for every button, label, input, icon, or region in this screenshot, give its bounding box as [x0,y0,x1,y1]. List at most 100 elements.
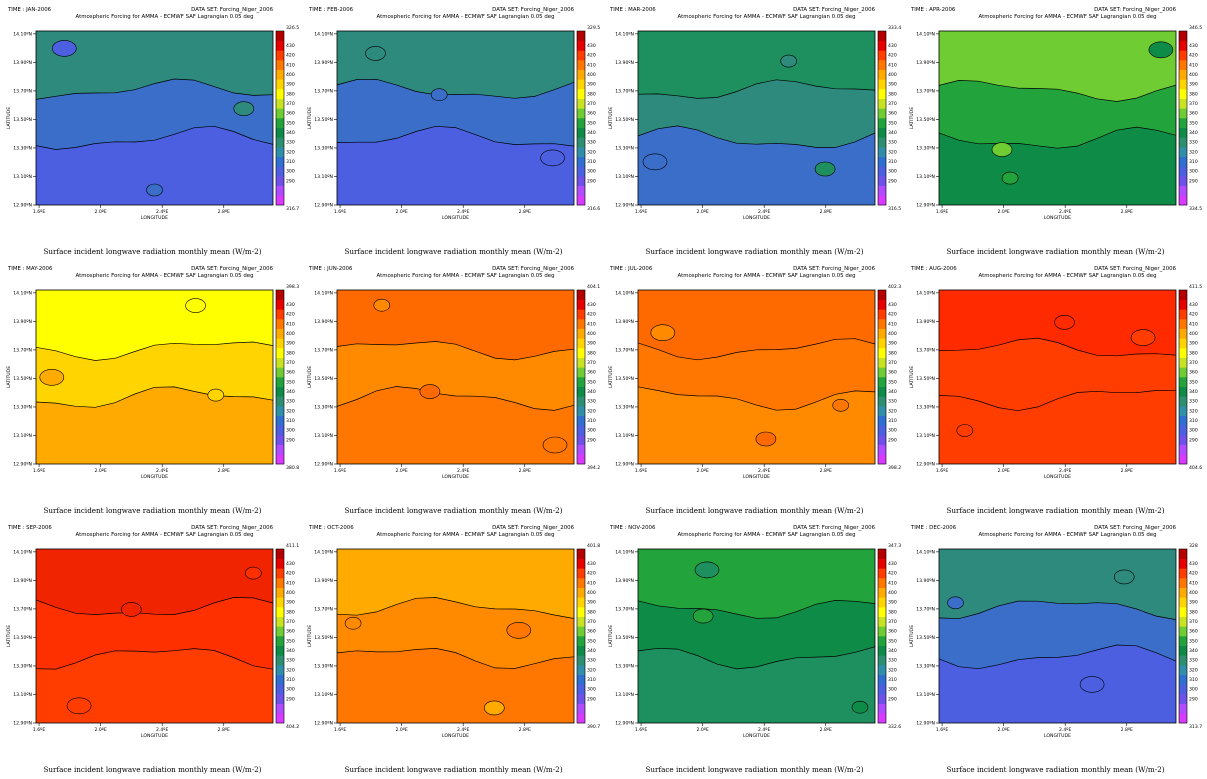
colorbar-label: 420 [587,312,596,318]
colorbar-label: 420 [888,53,897,59]
plot-frame [35,289,274,465]
y-tick-label: 12.90ºN [916,462,935,468]
colorbar-segment [878,98,886,109]
dataset-label: DATA SET: Forcing_Niger_2006 [1094,266,1176,272]
colorbar-segment [1179,319,1187,329]
colorbar-label: 400 [888,590,897,596]
y-tick-label: 14.10ºN [615,31,634,37]
colorbar-label: 380 [888,350,897,356]
colorbar-label: 340 [888,130,897,136]
colorbar-segment [577,50,585,61]
colorbar-segment [1179,694,1187,704]
colorbar-segment [276,597,284,608]
colorbar-label: 370 [888,101,897,107]
colorbar-label: 420 [286,571,295,577]
colorbar-label: 310 [587,159,596,165]
colorbar-segment [276,549,284,559]
colorbar-segment [1179,444,1187,455]
colorbar-segment [276,195,284,206]
colorbar-segment [878,60,886,70]
chart-svg: TIME : DEC-2006 DATA SET: Forcing_Niger_2… [909,525,1202,739]
chart-svg: TIME : JUN-2006 DATA SET: Forcing_Niger_2… [307,266,600,480]
x-axis-label: LONGITUDE [1044,733,1071,739]
panel-max-value: 411.1 [286,543,299,549]
colorbar-label: 320 [587,149,596,155]
panel-caption: Surface incident longwave radiation mont… [43,247,262,256]
colorbar-label: 430 [587,302,596,308]
colorbar-label: 410 [286,321,295,327]
y-tick-label: 12.90ºN [13,203,32,209]
contour-line [939,644,1176,670]
x-tick-label: 2.8ºE [1121,209,1133,215]
contour-fill-group [939,549,1176,723]
contour-island [1148,41,1174,59]
colorbar-segment [878,118,886,128]
colorbar-segment [577,357,585,368]
colorbar-label: 350 [888,120,897,126]
y-tick-label: 13.10ºN [615,174,634,180]
contour-band [939,549,1176,620]
x-tick-label: 2.8ºE [820,727,832,733]
colorbar-segment [1179,415,1187,426]
colorbar-segment [1179,655,1187,666]
contour-fill-group [337,31,574,205]
colorbar-segment [878,694,886,704]
contour-island [814,161,836,177]
chart-svg: TIME : FEB-2006 DATA SET: Forcing_Niger_2… [307,7,600,221]
colorbar-label: 310 [1189,677,1198,683]
colorbar-segment [577,31,585,41]
x-tick-label: 2.0ºE [696,468,708,474]
plot-frame [35,548,274,724]
colorbar-segment [577,454,585,465]
colorbar-frame [877,30,887,206]
panel-caption: Surface incident longwave radiation mont… [645,247,864,256]
x-axis-label: LONGITUDE [1044,474,1071,480]
colorbar-segment [577,98,585,109]
panel-min-value: 404.2 [286,724,299,730]
colorbar-segment [577,60,585,70]
y-tick-label: 13.90ºN [615,578,634,584]
colorbar-segment [1179,568,1187,579]
y-tick-label: 14.10ºN [314,31,333,37]
colorbar-segment [276,328,284,339]
colorbar-label: 340 [587,648,596,654]
dataset-label: DATA SET: Forcing_Niger_2006 [1094,525,1176,531]
panel-time-label: TIME : JUN-2006 [308,266,353,272]
colorbar-label: 360 [1189,370,1198,376]
colorbar-segment [878,147,886,157]
colorbar-segment [276,415,284,426]
colorbar-segment [276,444,284,455]
dataset-label: DATA SET: Forcing_Niger_2006 [191,525,273,531]
x-tick-label: 2.8ºE [218,468,230,474]
panel-time-label: TIME : OCT-2006 [308,525,354,531]
colorbar-label: 390 [286,600,295,606]
contour-fill-group [638,31,875,205]
colorbar-segment [276,31,284,41]
colorbar-label: 290 [587,437,596,443]
colorbar-segment [1179,299,1187,310]
y-tick-label: 13.70ºN [615,89,634,95]
contour-band [36,549,273,615]
colorbar-segment [276,377,284,387]
panel-subtitle: Atmospheric Forcing for AMMA - ECMWF SAF… [76,273,254,279]
colorbar-label: 300 [286,428,295,434]
y-tick-label: 13.30ºN [13,405,32,411]
x-tick-label: 2.8ºE [820,209,832,215]
colorbar-segment [276,348,284,358]
dataset-label: DATA SET: Forcing_Niger_2006 [492,7,574,13]
colorbar-segment [878,655,886,666]
colorbar-label: 340 [888,389,897,395]
x-tick-label: 2.8ºE [218,209,230,215]
x-tick-label: 2.0ºE [997,209,1009,215]
colorbar-label: 410 [1189,62,1198,68]
colorbar-segment [1179,290,1187,300]
colorbar-label: 290 [888,437,897,443]
colorbar-segment [577,435,585,445]
y-tick-label: 13.90ºN [916,578,935,584]
colorbar-label: 360 [286,370,295,376]
colorbar-segment [878,357,886,368]
colorbar-label: 370 [587,619,596,625]
colorbar-segment [878,616,886,627]
colorbar-segment [878,406,886,416]
contour-line [337,597,574,619]
